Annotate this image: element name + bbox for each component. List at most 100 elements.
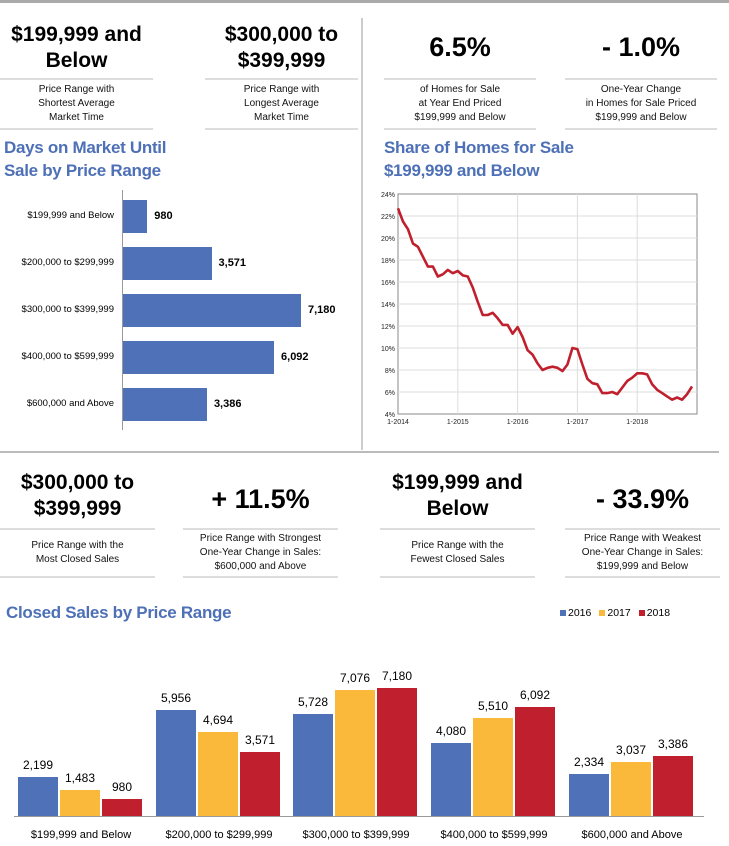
caption-line: Price Range with — [243, 84, 320, 95]
caption-line: Fewest Closed Sales — [410, 554, 505, 565]
bar — [60, 789, 100, 816]
data-label: 3,386 — [213, 398, 242, 410]
divider — [183, 528, 338, 530]
stat-block: + 11.5% Price Range with Strongest One-Yea… — [183, 470, 338, 578]
days-on-market-title: Days on Market Until Sale by Price Range — [4, 138, 167, 180]
series-line — [396, 207, 694, 401]
data-label: 4,080 — [435, 724, 467, 739]
y-tick-label: 24% — [381, 192, 395, 199]
data-label: 5,728 — [297, 694, 329, 709]
caption-line: Price Range with — [38, 84, 115, 95]
data-label: 7,180 — [308, 304, 336, 316]
caption-line: Price Range with Strongest — [199, 533, 322, 544]
legend-item: 2017 — [599, 607, 631, 619]
data-label: 7,076 — [339, 670, 371, 685]
data-label: 6,092 — [281, 351, 309, 363]
bar — [198, 732, 238, 816]
legend-item: 2018 — [638, 607, 670, 619]
caption-line: Price Range with the — [411, 540, 504, 551]
bar — [123, 388, 207, 421]
caption-line: at Year End Priced — [418, 98, 502, 109]
data-label: 3,571 — [218, 257, 247, 269]
y-tick-label: 8% — [385, 368, 395, 375]
category-label: $400,000 to $599,999 — [440, 829, 548, 841]
data-label: 5,510 — [477, 698, 509, 713]
caption-line: Most Closed Sales — [35, 554, 120, 565]
stat-value: - 1.0% — [601, 32, 681, 62]
stat-block: $300,000 to $399,999 Price Range with Long… — [205, 18, 358, 130]
bar — [611, 761, 651, 816]
stat-value: $199,999 and Below — [11, 23, 142, 72]
caption-line: Price Range with Weakest — [583, 533, 702, 544]
bar — [431, 743, 471, 816]
bar — [123, 247, 212, 280]
data-label: 3,571 — [244, 733, 276, 748]
stat-block: $300,000 to $399,999 Price Range with the… — [0, 470, 155, 578]
bar — [102, 798, 142, 816]
y-tick-label: 10% — [381, 346, 395, 353]
y-tick-label: 16% — [381, 280, 395, 287]
bar — [123, 200, 148, 233]
data-label: 2,334 — [573, 755, 605, 770]
bar — [515, 707, 555, 816]
stat-block: 6.5% of Homes for Sale at Year End Priced $… — [384, 18, 536, 130]
caption-line: of Homes for Sale — [419, 84, 501, 95]
divider — [384, 78, 536, 80]
bar — [156, 709, 196, 816]
data-label: 980 — [111, 779, 133, 794]
divider — [565, 528, 720, 530]
axis-line — [14, 816, 704, 817]
caption-line: Price Range with the — [31, 540, 124, 551]
category-label: $400,000 to $599,999 — [21, 351, 114, 362]
x-tick-label: 1-2014 — [387, 419, 409, 426]
stat-caption: One-Year Change in Homes for Sale Priced $… — [565, 80, 717, 128]
caption-line: Longest Average — [244, 98, 319, 109]
data-label: 1,483 — [64, 770, 96, 785]
share-homes-line-chart: 4% 6% 8% 10% 12% 14% 16% 18% 20% 22% 24% 1-2014 1-20… — [381, 192, 698, 426]
stat-caption: Price Range with Strongest One-Year Chang… — [183, 530, 338, 576]
divider — [384, 128, 536, 130]
y-tick-label: 14% — [381, 302, 395, 309]
bar — [473, 717, 513, 816]
stat-caption: Price Range with Shortest Average Market T… — [0, 80, 153, 128]
data-label: 3,386 — [657, 736, 689, 751]
data-label: 980 — [154, 210, 173, 222]
bar — [569, 774, 609, 816]
y-tick-label: 4% — [385, 412, 395, 419]
x-tick-label: 1-2018 — [626, 419, 648, 426]
y-tick-label: 12% — [381, 324, 395, 331]
divider — [565, 128, 717, 130]
stat-value: $199,999 and Below — [392, 471, 523, 520]
caption-line: $199,999 and Below — [595, 112, 687, 123]
stat-value: - 33.9% — [595, 484, 690, 514]
x-tick-label: 1-2015 — [447, 419, 469, 426]
data-label: 5,956 — [160, 690, 192, 705]
stat-value: + 11.5% — [211, 484, 310, 514]
closed-sales-chart: 2,199 1,483 980 $199,999 and Below 5,956 4,69… — [0, 630, 729, 846]
y-tick-label: 22% — [381, 214, 395, 221]
stat-block: - 33.9% Price Range with Weakest One-Year … — [565, 470, 720, 578]
caption-line: Market Time — [253, 112, 309, 123]
category-label: $199,999 and Below — [27, 210, 114, 221]
stat-caption: Price Range with the Most Closed Sales — [0, 530, 155, 576]
data-label: 4,694 — [202, 713, 234, 728]
divider — [0, 576, 155, 578]
share-homes-title: Share of Homes for Sale $199,999 and Bel… — [384, 138, 574, 180]
stat-value: $300,000 to $399,999 — [20, 471, 135, 520]
category-label: $300,000 to $399,999 — [302, 829, 410, 841]
days-on-market-chart: $199,999 and Below 980 $200,000 to $299,99… — [0, 190, 360, 440]
bar — [123, 341, 275, 374]
legend-label: 2017 — [607, 607, 631, 619]
caption-line: One-Year Change in Sales: — [581, 547, 704, 558]
legend-item: 2016 — [560, 607, 591, 619]
bar — [377, 688, 417, 816]
data-label: 6,092 — [519, 688, 551, 703]
caption-line: One-Year Change in Sales: — [199, 547, 322, 558]
legend-swatch — [638, 610, 645, 616]
divider — [205, 78, 358, 80]
caption-line: $199,999 and Below — [414, 112, 506, 123]
divider — [0, 528, 155, 530]
caption-line: in Homes for Sale Priced — [585, 98, 697, 109]
stat-block: $199,999 and Below Price Range with Shorte… — [0, 18, 153, 130]
divider — [361, 18, 363, 450]
